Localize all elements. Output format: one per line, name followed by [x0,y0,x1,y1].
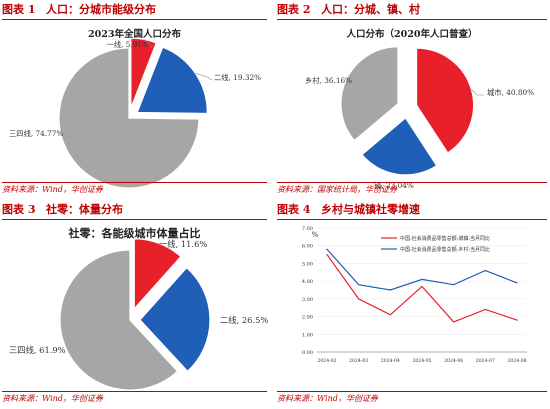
figure-2-title: 人口：分城、镇、村 [321,3,420,16]
figure-3-header: 图表 3 社零：体量分布 [2,200,267,220]
series-line-1 [326,254,518,323]
x-tick-label: 2024-08 [507,358,526,364]
pie-label-2: 二线, 26.5% [220,315,268,325]
figure-4-title: 乡村与城镇社零增速 [321,203,420,216]
pie-slice-3 [340,46,399,142]
y-tick-label: 2.00 [302,315,313,321]
y-tick-label: 7.00 [302,226,313,232]
series-line-2 [326,248,518,291]
chart-1-title: 2023年全国人口分布 [88,29,181,40]
pie-chart-2: 城市, 40.80% 镇, 23.04% 乡村, 36.16% [305,46,534,190]
series-2-point [484,269,486,272]
pie-chart-1: 一线, 5.91% 二线, 19.32% 三四线, 74.77% [9,37,261,189]
series-2-point [389,289,391,291]
leader-line-1 [471,88,484,96]
series-2-point [358,284,360,286]
figure-1-panel: 图表 1 人口：分城市能级分布 2023年全国人口分布 一线, 5.91% 二线, … [2,0,267,200]
pie-slice-2 [139,266,211,373]
pie-slice-1 [415,47,475,154]
figure-3-source: 资料来源：Wind，华创证券 [2,391,267,406]
x-tick-label: 2024-06 [444,358,463,364]
figure-1-source: 资料来源：Wind，华创证券 [2,182,267,197]
series-1-point [453,321,455,323]
figure-4-number: 图表 4 [277,203,311,216]
series-1-point [358,298,360,300]
series-1-point [326,253,328,256]
figure-4-header: 图表 4 乡村与城镇社零增速 [277,200,547,220]
legend-label-1: 中国:社会消费品零售总额:城镇:当月同比 [400,235,490,242]
series-1-point [484,308,486,311]
pie-label-1: 一线, 5.91% [107,40,149,49]
chart-3-title: 社零：各能级城市体量占比 [68,227,201,240]
pie-label-3: 三四线, 61.9% [9,345,66,355]
pie-slice-1 [130,37,158,109]
y-tick-label: 5.00 [302,261,313,267]
pie-label-2: 镇, 23.04% [374,181,414,190]
figure-2-panel: 图表 2 人口：分城、镇、村 人口分布（2020年人口普查） 城市, 40.80%… [277,0,547,200]
pie-chart-3: 一线, 11.6% 二线, 26.5% 三四线, 61.9% [9,238,268,391]
pie-label-3: 乡村, 36.16% [305,76,352,85]
pie-label-1: 城市, 40.80% [487,88,534,97]
figure-4-panel: 图表 4 乡村与城镇社零增速 0.00 1.00 2.00 3.00 4.00 5.00 6.… [277,200,547,409]
y-tick-label: 3.00 [302,297,313,303]
series-2-point [453,284,455,286]
y-tick-label: 1.00 [302,332,313,338]
x-tick-label: 2024-07 [476,358,495,364]
series-2-point [516,282,518,284]
y-tick-label: 4.00 [302,279,313,285]
series-1-point [421,285,423,288]
figure-1-number: 图表 1 [2,3,36,16]
figure-1-title: 人口：分城市能级分布 [46,3,156,16]
line-chart-4: 0.00 1.00 2.00 3.00 4.00 5.00 6.00 7.00% 2024-02… [302,226,527,364]
x-tick-label: 2024-05 [412,358,431,364]
leader-line-1 [143,39,153,48]
x-tick-label: 2024-04 [381,358,400,364]
series-2-point [326,248,328,250]
pie-slice-2 [361,116,438,176]
pie-slice-1 [133,238,182,311]
figure-3-panel: 图表 3 社零：体量分布 社零：各能级城市体量占比 一线, 11.6% 二线, 26… [2,200,268,409]
legend-label-2: 中国:社会消费品零售总额:乡村:当月同比 [400,246,490,253]
figure-1-header: 图表 1 人口：分城市能级分布 [2,0,267,20]
pie-label-3: 三四线, 74.77% [9,129,63,138]
figure-3-number: 图表 3 [2,203,36,216]
series-1-point [516,319,518,321]
figure-2-header: 图表 2 人口：分城、镇、村 [277,0,547,20]
y-tick-label: 0.00 [302,350,313,356]
y-tick-label: 6.00 [302,244,313,250]
x-tick-label: 2024-03 [349,358,368,364]
pie-slice-3 [58,47,200,189]
y-axis-unit: % [312,231,319,239]
figure-2-number: 图表 2 [277,3,311,16]
series-2-point [421,278,423,280]
x-tick-label: 2024-02 [317,358,336,364]
figure-2-source: 资料来源：国家统计局，华创证券 [277,182,547,197]
pie-slice-3 [59,249,179,391]
figure-3-title: 社零：体量分布 [46,203,123,216]
pie-slice-2 [136,46,208,115]
chart-2-title: 人口分布（2020年人口普查） [346,29,478,40]
pie-label-2: 二线, 19.32% [214,73,261,82]
series-1-point [389,314,391,316]
figure-4-source: 资料来源：Wind，华创证券 [277,391,547,406]
pie-label-1: 一线, 11.6% [159,239,207,249]
leader-line-2 [195,73,213,81]
